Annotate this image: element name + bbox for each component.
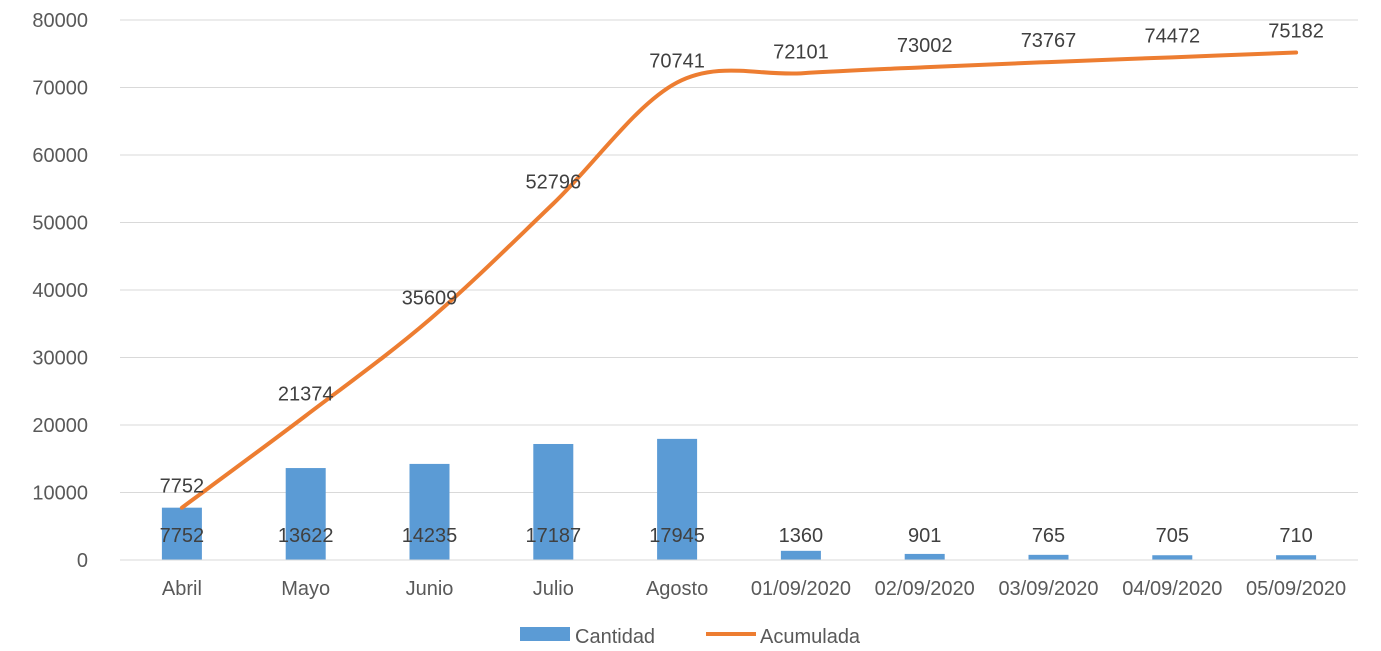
x-tick-label: 02/09/2020 [875, 578, 975, 600]
x-tick-label: Mayo [281, 578, 330, 600]
bar-data-label: 705 [1156, 525, 1189, 547]
line-series-acumulada [179, 50, 1299, 510]
y-tick-label: 70000 [32, 78, 88, 100]
x-tick-label: 03/09/2020 [998, 578, 1098, 600]
legend: Cantidad Acumulada [520, 626, 861, 648]
y-tick-label: 30000 [32, 348, 88, 370]
line-data-label: 75182 [1268, 21, 1324, 43]
line-data-label: 72101 [773, 41, 829, 63]
gridlines [120, 19, 1358, 493]
bar-data-label: 17945 [649, 525, 705, 547]
x-tick-label: Julio [533, 578, 574, 600]
line-data-label: 35609 [402, 288, 458, 310]
bar [533, 443, 574, 560]
line-data-label: 73767 [1021, 30, 1077, 52]
y-tick-label: 50000 [32, 213, 88, 235]
x-tick-label: 05/09/2020 [1246, 578, 1346, 600]
bar [161, 507, 202, 560]
bar [657, 438, 698, 560]
bar-data-labels: 7752 13622 14235 17187 17945 1360 901 765 705 710 [160, 525, 1313, 547]
line-data-label: 52796 [525, 172, 581, 194]
series-line-acumulada [179, 50, 1299, 510]
x-tick-label: Abril [162, 578, 202, 600]
bar [409, 463, 450, 560]
bar-data-label: 710 [1279, 525, 1312, 547]
line-data-label: 70741 [649, 50, 705, 72]
x-tick-label: 04/09/2020 [1122, 578, 1222, 600]
line-data-label: 73002 [897, 35, 953, 57]
bar [285, 468, 326, 560]
bar-data-label: 17187 [525, 525, 581, 547]
bar-data-label: 1360 [779, 525, 824, 547]
x-tick-label: Agosto [646, 578, 708, 600]
y-tick-label: 60000 [32, 145, 88, 167]
bar-series-cantidad [161, 438, 1317, 560]
bar-data-label: 13622 [278, 525, 334, 547]
bar [1152, 555, 1193, 560]
x-tick-label: 01/09/2020 [751, 578, 851, 600]
legend-label-cantidad: Cantidad [575, 626, 655, 648]
bar [1276, 555, 1317, 560]
line-data-label: 21374 [278, 384, 334, 406]
x-tick-label: Junio [406, 578, 454, 600]
bar-data-label: 901 [908, 525, 941, 547]
legend-label-acumulada: Acumulada [760, 626, 861, 648]
x-axis-ticks: Abril Mayo Junio Julio Agosto 01/09/2020 02/09… [162, 578, 1346, 600]
bar [1028, 554, 1069, 560]
bar-data-label: 765 [1032, 525, 1065, 547]
y-tick-label: 20000 [32, 415, 88, 437]
y-tick-label: 10000 [32, 483, 88, 505]
y-tick-label: 80000 [32, 10, 88, 32]
bar-data-label: 7752 [160, 525, 205, 547]
y-tick-label: 40000 [32, 280, 88, 302]
y-tick-label: 0 [77, 550, 88, 572]
bar [780, 550, 821, 560]
y-axis-ticks: 0 10000 20000 30000 40000 50000 60000 70000 8000… [32, 10, 88, 572]
bar [904, 553, 945, 560]
legend-swatch-cantidad [520, 627, 570, 641]
line-data-label: 7752 [160, 476, 205, 498]
line-data-labels: 7752 21374 35609 52796 70741 72101 73002 73767 7… [160, 21, 1324, 498]
line-data-label: 74472 [1144, 25, 1200, 47]
bar-data-label: 14235 [402, 525, 458, 547]
